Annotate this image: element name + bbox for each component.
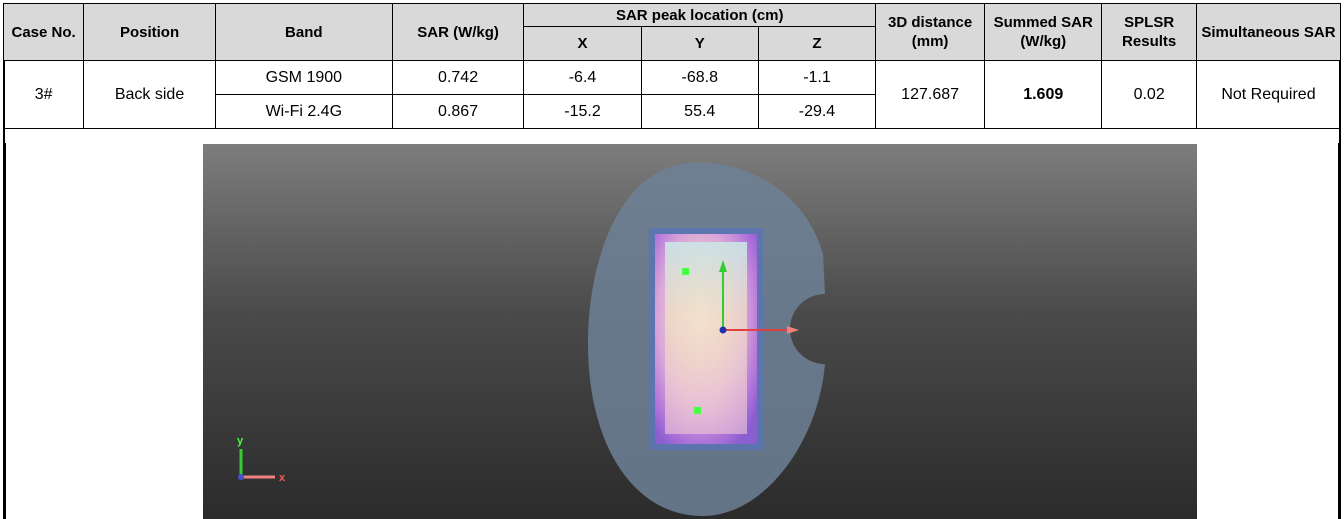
cell-splsr: 0.02 [1101, 60, 1197, 129]
header-sar: SAR (W/kg) [391, 3, 525, 61]
header-simultaneous: Simultaneous SAR [1195, 3, 1342, 61]
header-z: Z [757, 26, 877, 61]
cell-band-2: Wi-Fi 2.4G [214, 94, 393, 129]
cell-y-1: -68.8 [640, 60, 759, 95]
cell-y-2: 55.4 [640, 94, 759, 129]
figure-cell [5, 143, 1339, 519]
cell-simultaneous: Not Required [1195, 60, 1342, 129]
cell-case-no: 3# [2, 60, 85, 129]
cell-z-1: -1.1 [757, 60, 877, 95]
cell-position: Back side [83, 60, 216, 129]
header-x: X [523, 26, 642, 61]
simultaneous-sar-table: Case No. Position Band SAR (W/kg) SAR pe… [2, 3, 1342, 129]
header-splsr: SPLSR Results [1101, 3, 1197, 61]
local-y-arrow [719, 260, 727, 272]
header-peak-location: SAR peak location (cm) [523, 3, 877, 27]
cell-sar-1: 0.742 [391, 60, 525, 95]
triad-x-label: x [279, 472, 286, 484]
sar-inner-region [665, 242, 747, 434]
triad-origin [238, 474, 244, 480]
cell-summed-sar: 1.609 [984, 60, 1103, 129]
cell-x-2: -15.2 [523, 94, 642, 129]
peak-marker-2 [694, 407, 701, 414]
header-summed-sar: Summed SAR (W/kg) [984, 3, 1103, 61]
header-band: Band [214, 3, 393, 61]
cell-x-1: -6.4 [523, 60, 642, 95]
header-case-no: Case No. [2, 3, 85, 61]
header-3d-distance: 3D distance (mm) [875, 3, 986, 61]
triad-y-label: y [237, 435, 244, 447]
cell-3d-distance: 127.687 [875, 60, 986, 129]
header-y: Y [640, 26, 759, 61]
cell-sar-2: 0.867 [391, 94, 525, 129]
local-x-arrow [787, 326, 799, 334]
sar-distribution-plot: y x [203, 144, 1197, 519]
header-position: Position [83, 3, 216, 61]
cell-band-1: GSM 1900 [214, 60, 393, 95]
cell-z-2: -29.4 [757, 94, 877, 129]
peak-marker-1 [682, 268, 689, 275]
local-origin [719, 326, 727, 334]
